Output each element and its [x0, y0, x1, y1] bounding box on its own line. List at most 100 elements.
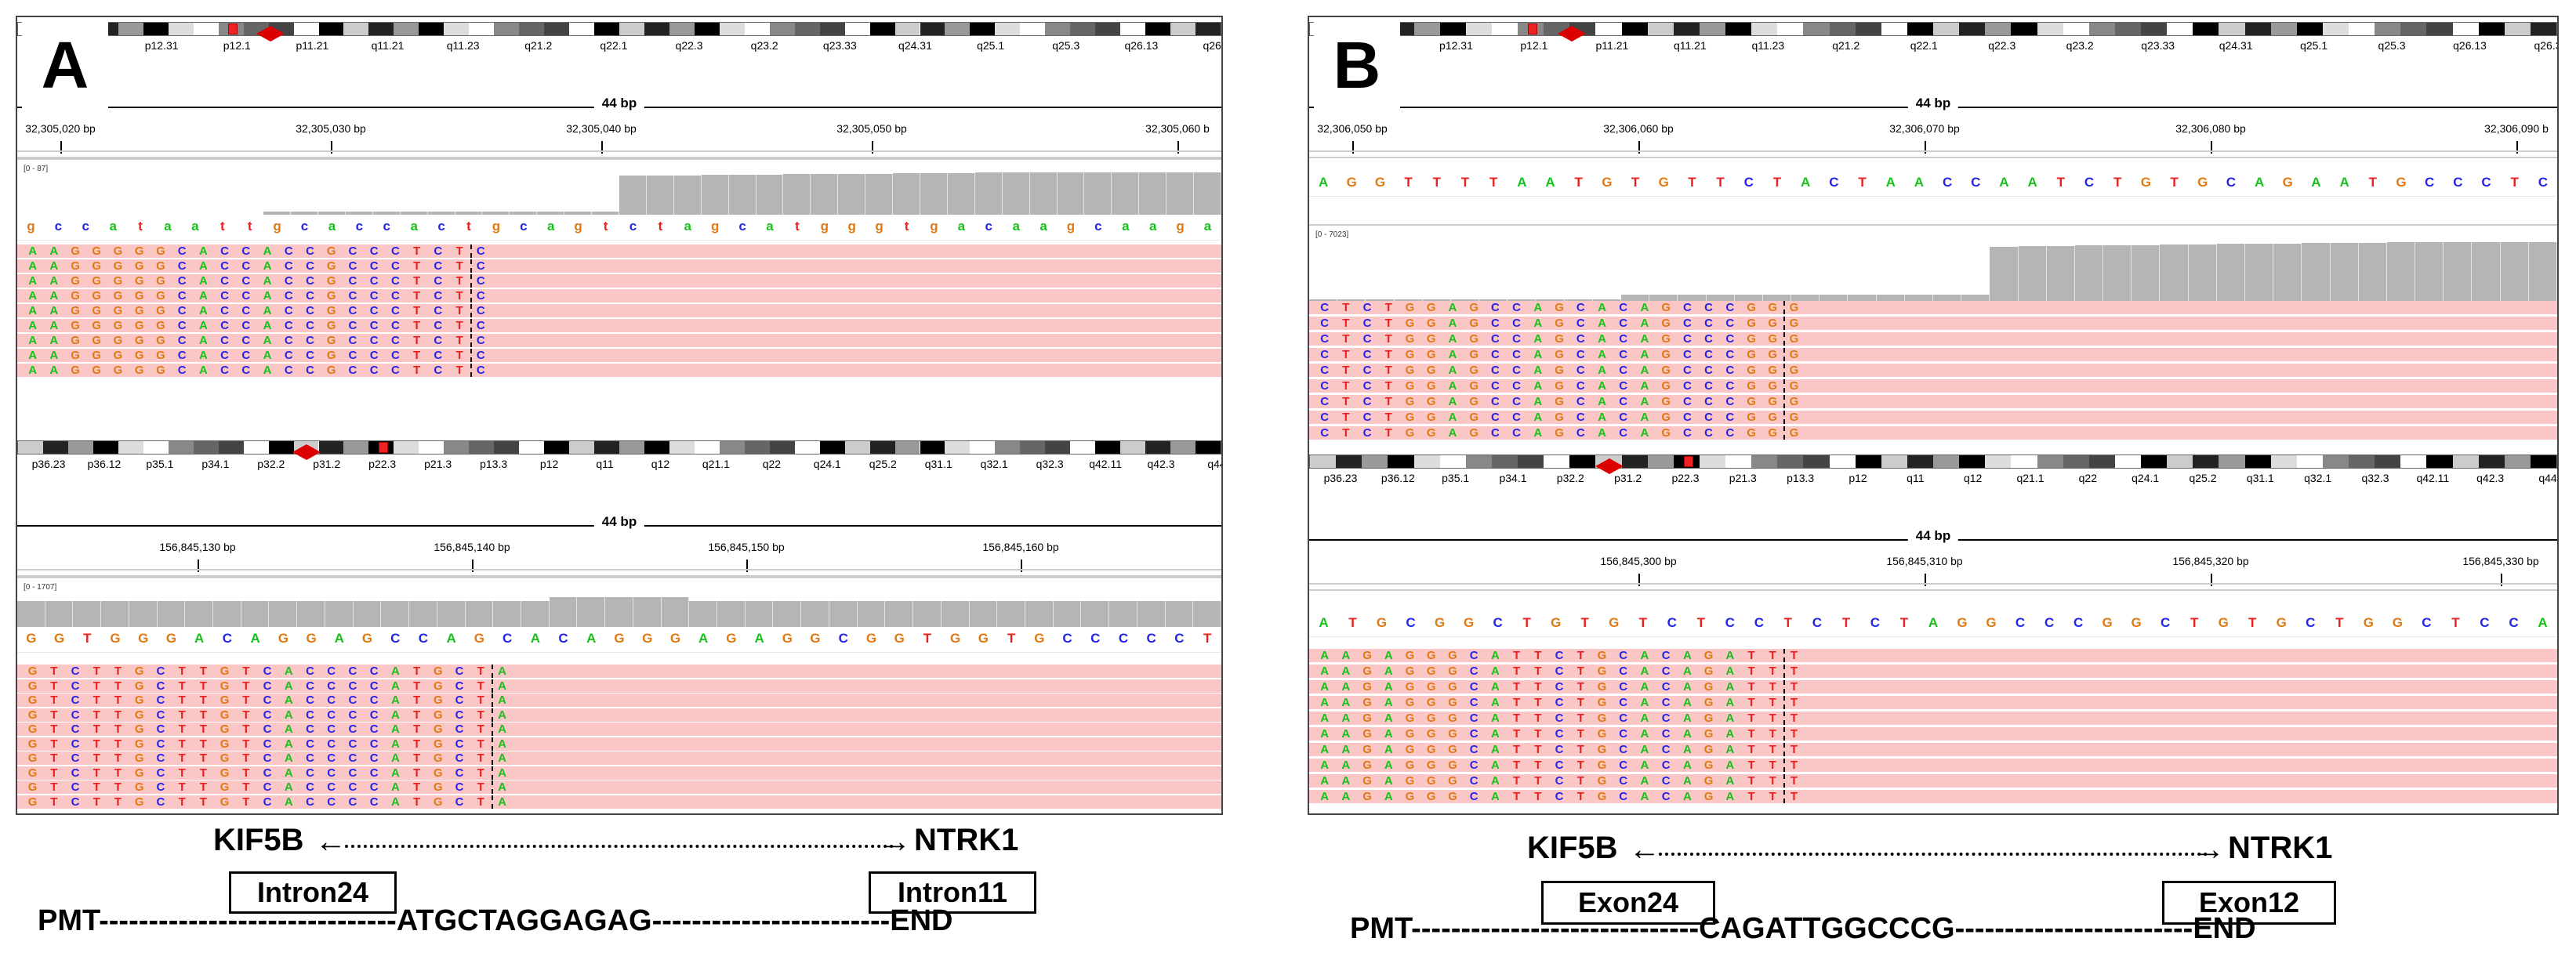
ideogram-band — [1170, 441, 1196, 454]
read-base: C — [1512, 348, 1522, 361]
read-base: A — [1448, 332, 1457, 346]
read-base: T — [1534, 649, 1542, 662]
panel-label: A — [22, 22, 108, 108]
ruler-tick — [1638, 574, 1640, 586]
read-base: C — [306, 304, 314, 317]
read-base: A — [284, 665, 293, 678]
read-base: T — [199, 723, 207, 736]
read-base: G — [1362, 696, 1372, 709]
coverage-track[interactable]: [0 - 7023] — [1309, 224, 2557, 302]
read-base: G — [113, 319, 123, 332]
reference-base: C — [2453, 175, 2463, 190]
soft-clip-junction-line — [491, 694, 493, 707]
read-base: T — [242, 708, 250, 722]
read-base: A — [1533, 317, 1543, 330]
read-base: T — [413, 752, 421, 765]
read-base: A — [498, 723, 506, 736]
read-base: G — [1426, 348, 1436, 361]
read-base: G — [134, 679, 144, 693]
read-base: C — [1576, 317, 1585, 330]
coverage-track[interactable]: [0 - 1707] — [17, 577, 1221, 629]
ideogram-band — [644, 23, 669, 35]
read-base: A — [198, 289, 208, 302]
read-base: A — [28, 289, 38, 302]
ideogram-band-label: p35.1 — [146, 458, 174, 470]
ideogram-band-label: p12 — [539, 458, 559, 470]
chromosome-ideogram-chr10[interactable]: p13p12.31p12.1p11.21q11.21q11.23q21.2q22… — [17, 17, 1221, 65]
reference-base: G — [810, 631, 821, 646]
read-base: C — [1320, 317, 1330, 330]
chromosome-ideogram-chr1[interactable]: p36.23 p36.12 p35.1 p34.1 p32.2 p31.2 p22.3 p21… — [17, 436, 1221, 484]
ideogram-band-label: q42.3 — [2476, 472, 2505, 484]
read-base: A — [263, 259, 272, 273]
read-base: A — [1448, 348, 1457, 361]
read-base: C — [1512, 379, 1522, 393]
coverage-bar — [2216, 244, 2245, 301]
coverage-bar — [269, 600, 298, 628]
read-base: A — [1490, 649, 1500, 662]
reference-base: G — [1986, 615, 1997, 630]
read-base: T — [1576, 649, 1584, 662]
ideogram-band-labels: p36.23 p36.12 p35.1 p34.1 p32.2 p31.2 p22.3 p21… — [1309, 472, 2557, 491]
chromosome-ideogram-chr10[interactable]: p13p12.31p12.1p11.21q11.21q11.23q21.2q22… — [1309, 17, 2557, 65]
ideogram-band-label: q11.21 — [371, 39, 405, 52]
read-base: C — [71, 708, 80, 722]
ideogram-band-label: p36.23 — [31, 458, 66, 470]
read-base: G — [220, 795, 230, 809]
read-base: G — [1405, 759, 1415, 772]
read-base: A — [1640, 379, 1649, 393]
coverage-track[interactable]: [0 - 87] — [17, 158, 1221, 217]
read-base: T — [1747, 649, 1755, 662]
read-base: A — [1598, 395, 1606, 408]
chromosome-ideogram-chr1[interactable]: p36.23 p36.12 p35.1 p34.1 p32.2 p31.2 p22.3 p21… — [1309, 450, 2557, 498]
read-base: G — [1405, 426, 1415, 440]
coverage-bar — [605, 597, 633, 628]
read-base: G — [134, 259, 144, 273]
read-base: G — [27, 665, 38, 678]
read-base: G — [1448, 759, 1457, 772]
read-base: G — [134, 694, 144, 707]
